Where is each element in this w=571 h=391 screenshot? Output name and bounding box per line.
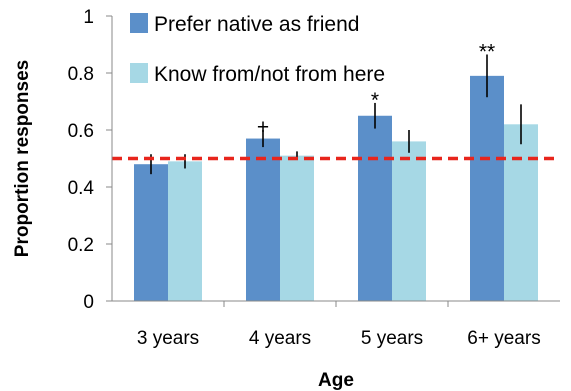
y-tick-label: 0.4 xyxy=(68,178,95,199)
y-tick-label: 0.8 xyxy=(68,64,94,85)
y-tick-label: 0.6 xyxy=(68,121,94,142)
legend-label: Know from/not from here xyxy=(154,63,385,86)
legend: Prefer native as friend Know from/not fro… xyxy=(130,13,385,86)
significance-markers: +*** xyxy=(257,40,495,139)
significance-marker: ** xyxy=(479,40,495,63)
y-axis-ticks: 0 0.2 0.4 0.6 0.8 1 xyxy=(68,7,112,313)
bar xyxy=(358,115,392,301)
x-tick-label: 3 years xyxy=(137,328,199,349)
x-tick-label: 5 years xyxy=(361,328,423,349)
bar xyxy=(392,141,426,301)
significance-marker: * xyxy=(371,89,379,112)
legend-swatch xyxy=(130,63,148,83)
bars-group xyxy=(134,75,538,301)
legend-label: Prefer native as friend xyxy=(154,13,359,36)
x-tick-label: 6+ years xyxy=(467,328,540,349)
legend-swatch xyxy=(130,13,148,33)
y-axis-title: Proportion responses xyxy=(12,60,33,257)
x-tick-label: 4 years xyxy=(249,328,311,349)
bar xyxy=(280,155,314,301)
significance-marker: + xyxy=(257,116,269,139)
x-axis-ticks: 3 years 4 years 5 years 6+ years xyxy=(137,301,541,349)
bar xyxy=(504,124,538,301)
bar xyxy=(134,164,168,301)
bar xyxy=(168,161,202,301)
y-tick-label: 0.2 xyxy=(68,235,94,256)
bar xyxy=(470,75,504,301)
y-tick-label: 1 xyxy=(83,7,94,28)
bar xyxy=(246,138,280,301)
y-tick-label: 0 xyxy=(83,292,94,313)
x-axis-title: Age xyxy=(318,370,354,391)
